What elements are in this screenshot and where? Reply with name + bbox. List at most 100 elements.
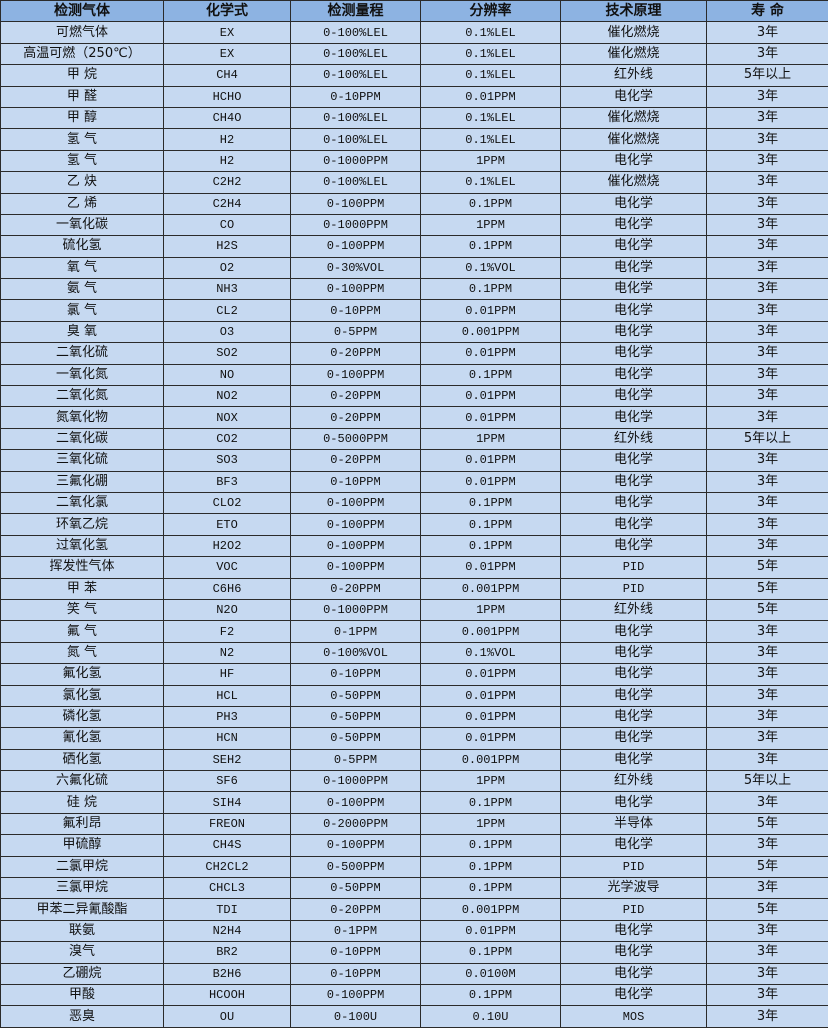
range-cell: 0-100%LEL (290, 21, 421, 44)
resolution-cell: 0.01PPM (420, 556, 561, 579)
lifespan-cell: 3年 (706, 85, 828, 108)
gas-name-cell: 甲 烷 (0, 64, 164, 87)
gas-name-cell: 一氧化氮 (0, 363, 164, 387)
range-cell: 0-100PPM (290, 513, 421, 536)
table-row: 一氧化碳 CO 0-1000PPM 1PPM 电化学 3年 (0, 213, 828, 237)
lifespan-cell: 3年 (706, 128, 828, 151)
table-row: 氯 气 CL2 0-10PPM 0.01PPM 电化学 3年 (0, 299, 828, 322)
principle-cell: PID (560, 855, 707, 879)
gas-name-cell: 氯化氢 (0, 684, 164, 707)
principle-cell: 电化学 (560, 663, 707, 686)
header-formula: 化学式 (163, 0, 291, 23)
formula-cell: NH3 (163, 278, 291, 301)
range-cell: 0-100PPM (290, 834, 421, 857)
principle-cell: 电化学 (560, 320, 707, 344)
lifespan-cell: 5年 (706, 598, 828, 622)
principle-cell: 电化学 (560, 962, 707, 985)
formula-cell: C2H4 (163, 192, 291, 215)
table-row: 乙硼烷 B2H6 0-10PPM 0.0100M 电化学 3年 (0, 962, 828, 985)
formula-cell: FREON (163, 812, 291, 836)
principle-cell: 电化学 (560, 684, 707, 707)
range-cell: 0-100PPM (290, 278, 421, 301)
formula-cell: VOC (163, 556, 291, 579)
formula-cell: OU (163, 1005, 291, 1028)
formula-cell: H2O2 (163, 534, 291, 558)
resolution-cell: 0.1PPM (420, 534, 561, 558)
gas-name-cell: 氢 气 (0, 128, 164, 151)
lifespan-cell: 3年 (706, 641, 828, 665)
principle-cell: 电化学 (560, 748, 707, 772)
resolution-cell: 0.01PPM (420, 85, 561, 108)
formula-cell: H2 (163, 149, 291, 173)
principle-cell: 电化学 (560, 727, 707, 750)
range-cell: 0-100%LEL (290, 42, 421, 66)
table-row: 三氧化硫 SO3 0-20PPM 0.01PPM 电化学 3年 (0, 449, 828, 472)
lifespan-cell: 3年 (706, 256, 828, 280)
lifespan-cell: 3年 (706, 919, 828, 943)
range-cell: 0-1PPM (290, 919, 421, 943)
range-cell: 0-100PPM (290, 192, 421, 215)
resolution-cell: 0.1%LEL (420, 106, 561, 130)
principle-cell: 电化学 (560, 705, 707, 729)
formula-cell: SO2 (163, 342, 291, 365)
principle-cell: MOS (560, 1005, 707, 1028)
formula-cell: BR2 (163, 941, 291, 964)
gas-name-cell: 氰化氢 (0, 727, 164, 750)
range-cell: 0-20PPM (290, 898, 421, 921)
gas-name-cell: 氨 气 (0, 278, 164, 301)
gas-name-cell: 一氧化碳 (0, 213, 164, 237)
formula-cell: CH4O (163, 106, 291, 130)
table-row: 挥发性气体 VOC 0-100PPM 0.01PPM PID 5年 (0, 556, 828, 579)
resolution-cell: 0.1PPM (420, 834, 561, 857)
lifespan-cell: 3年 (706, 278, 828, 301)
formula-cell: SF6 (163, 770, 291, 793)
table-row: 过氧化氢 H2O2 0-100PPM 0.1PPM 电化学 3年 (0, 534, 828, 558)
header-resolution: 分辨率 (420, 0, 561, 23)
table-row: 甲 烷 CH4 0-100%LEL 0.1%LEL 红外线 5年以上 (0, 64, 828, 87)
lifespan-cell: 5年以上 (706, 427, 828, 451)
range-cell: 0-20PPM (290, 385, 421, 408)
range-cell: 0-5PPM (290, 748, 421, 772)
formula-cell: N2H4 (163, 919, 291, 943)
range-cell: 0-100%LEL (290, 106, 421, 130)
gas-name-cell: 二氧化碳 (0, 427, 164, 451)
table-row: 氟 气 F2 0-1PPM 0.001PPM 电化学 3年 (0, 620, 828, 643)
table-row: 臭 氧 O3 0-5PPM 0.001PPM 电化学 3年 (0, 320, 828, 344)
gas-name-cell: 氮 气 (0, 641, 164, 665)
table-row: 甲硫醇 CH4S 0-100PPM 0.1PPM 电化学 3年 (0, 834, 828, 857)
gas-name-cell: 二氧化氮 (0, 385, 164, 408)
lifespan-cell: 3年 (706, 320, 828, 344)
resolution-cell: 0.01PPM (420, 470, 561, 493)
table-row: 二氧化碳 CO2 0-5000PPM 1PPM 红外线 5年以上 (0, 427, 828, 451)
gas-name-cell: 三氯甲烷 (0, 877, 164, 900)
table-row: 氰化氢 HCN 0-50PPM 0.01PPM 电化学 3年 (0, 727, 828, 750)
gas-name-cell: 氟化氢 (0, 663, 164, 686)
table-row: 二氯甲烷 CH2CL2 0-500PPM 0.1PPM PID 5年 (0, 855, 828, 879)
formula-cell: SEH2 (163, 748, 291, 772)
table-row: 硫化氢 H2S 0-100PPM 0.1PPM 电化学 3年 (0, 235, 828, 258)
table-row: 氧 气 O2 0-30%VOL 0.1%VOL 电化学 3年 (0, 256, 828, 280)
table-row: 六氟化硫 SF6 0-1000PPM 1PPM 红外线 5年以上 (0, 770, 828, 793)
gas-name-cell: 恶臭 (0, 1005, 164, 1028)
lifespan-cell: 3年 (706, 791, 828, 814)
gas-name-cell: 甲 醇 (0, 106, 164, 130)
resolution-cell: 0.001PPM (420, 320, 561, 344)
range-cell: 0-100%LEL (290, 64, 421, 87)
table-row: 氮氧化物 NOX 0-20PPM 0.01PPM 电化学 3年 (0, 406, 828, 429)
principle-cell: 催化燃烧 (560, 128, 707, 151)
principle-cell: 电化学 (560, 213, 707, 237)
gas-name-cell: 磷化氢 (0, 705, 164, 729)
gas-name-cell: 氧 气 (0, 256, 164, 280)
gas-name-cell: 氮氧化物 (0, 406, 164, 429)
header-principle: 技术原理 (560, 0, 707, 23)
principle-cell: 电化学 (560, 941, 707, 964)
gas-name-cell: 氯 气 (0, 299, 164, 322)
formula-cell: HCL (163, 684, 291, 707)
range-cell: 0-1000PPM (290, 598, 421, 622)
lifespan-cell: 3年 (706, 834, 828, 857)
gas-name-cell: 笑 气 (0, 598, 164, 622)
range-cell: 0-50PPM (290, 684, 421, 707)
range-cell: 0-100PPM (290, 491, 421, 515)
resolution-cell: 0.1PPM (420, 983, 561, 1007)
resolution-cell: 1PPM (420, 213, 561, 237)
